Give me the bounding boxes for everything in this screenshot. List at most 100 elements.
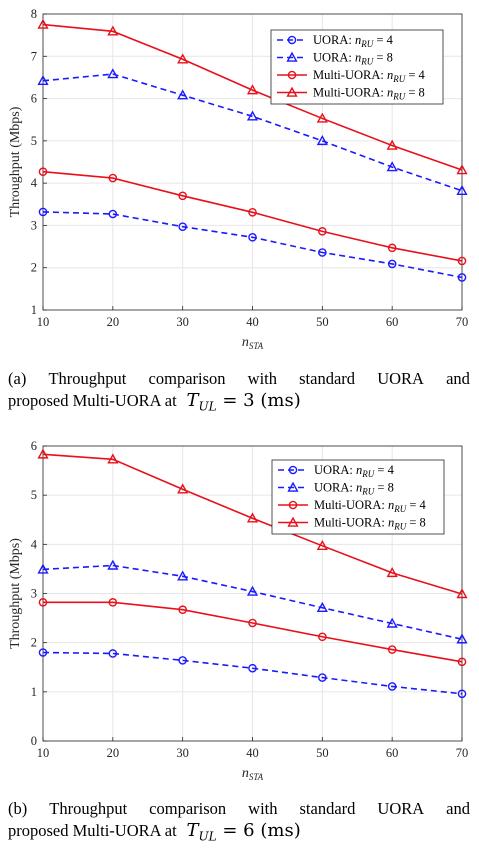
data-point-series-4: [316, 112, 328, 123]
y-tick-label: 4: [31, 537, 38, 551]
x-axis-label: nSTA: [242, 766, 264, 782]
data-point-series-3: [108, 598, 118, 607]
caption-a-sub: UL: [198, 399, 217, 414]
data-point-series-4: [177, 53, 189, 64]
data-point-series-2: [386, 617, 398, 628]
data-point-series-3: [248, 618, 257, 628]
caption-a-word-1: Throughput: [48, 369, 127, 388]
y-tick-label: 2: [31, 636, 37, 650]
caption-b-text: proposed Multi-UORA at: [8, 821, 177, 840]
data-point-series-2: [316, 601, 328, 612]
data-point-series-2: [107, 68, 119, 79]
legend-label-2: UORA: nRU = 8: [313, 51, 393, 67]
figure-panel-b: 10 20 30 40 50 60 70 0 1 2 3 4 5 6 nSTA Throughput (Mbp…: [0, 430, 479, 853]
data-point-series-4: [37, 18, 49, 29]
data-point-series-2: [177, 89, 189, 100]
legend-marker-2: [286, 51, 298, 62]
legend-marker-4: [287, 516, 299, 527]
y-tick-label: 7: [31, 49, 37, 63]
y-tick-label: 8: [31, 7, 37, 21]
x-tick-label: 20: [107, 746, 120, 760]
y-tick-label: 0: [31, 734, 37, 748]
series-line-4: [42, 453, 463, 595]
y-tick-label: 5: [31, 134, 37, 148]
data-point-series-3: [248, 208, 257, 217]
y-tick-label: 6: [31, 439, 37, 453]
x-tick-label: 40: [246, 315, 259, 329]
y-tick-label: 6: [31, 92, 37, 106]
legend-box: [270, 29, 444, 105]
data-point-series-2: [456, 184, 468, 195]
caption-b-word-2: comparison: [149, 799, 227, 818]
data-point-series-4: [107, 25, 119, 36]
caption-b-value: = 6: [216, 820, 255, 841]
y-axis-label: Throughput (Mbps): [8, 106, 23, 217]
chart-b: 10 20 30 40 50 60 70 0 1 2 3 4 5 6 nSTA Throughput (Mbp…: [8, 439, 468, 782]
legend-label-4: Multi-UORA: nRU = 8: [314, 516, 426, 532]
caption-b-unit: (ms): [260, 820, 301, 841]
data-point-series-2: [246, 110, 259, 121]
caption-a-text: proposed Multi-UORA at: [8, 391, 177, 410]
data-point-series-2: [246, 585, 259, 596]
data-point-series-1: [248, 663, 257, 673]
data-point-series-1: [38, 648, 48, 657]
y-tick-label: 1: [31, 685, 37, 699]
caption-b-word-3: with: [248, 799, 278, 818]
caption-a-word-2: comparison: [148, 369, 226, 388]
caption-b: (b) Throughput comparison with standard …: [8, 798, 470, 848]
y-tick-label: 4: [31, 176, 38, 190]
data-point-series-4: [316, 539, 328, 551]
caption-a-word-5: UORA: [377, 369, 424, 388]
data-point-series-3: [457, 657, 467, 667]
x-tick-label: 60: [386, 746, 399, 760]
data-point-series-1: [108, 649, 118, 658]
data-point-series-3: [108, 173, 118, 183]
x-tick-label: 30: [176, 315, 189, 329]
data-point-series-2: [386, 161, 398, 172]
caption-b-word-5: UORA: [377, 799, 425, 818]
x-tick-label: 30: [176, 746, 189, 760]
x-tick-label: 40: [246, 746, 259, 760]
x-tick-label: 70: [456, 315, 469, 329]
x-tick-label: 60: [386, 315, 399, 329]
data-point-series-3: [387, 243, 397, 253]
caption-b-label: (b): [8, 799, 28, 818]
data-point-series-3: [318, 632, 327, 642]
data-point-series-1: [248, 232, 257, 242]
data-point-series-1: [318, 673, 327, 682]
data-point-series-3: [38, 167, 48, 177]
data-point-series-3: [457, 256, 467, 266]
data-point-series-1: [108, 209, 118, 219]
data-point-series-2: [177, 570, 189, 581]
caption-a-unit: (ms): [260, 390, 301, 411]
data-point-series-1: [178, 222, 187, 231]
x-tick-label: 10: [37, 315, 50, 329]
data-point-series-4: [107, 453, 119, 464]
caption-a-word-4: standard: [299, 369, 356, 388]
data-point-series-4: [456, 164, 468, 175]
data-point-series-3: [387, 645, 397, 654]
legend-box: [271, 459, 445, 535]
data-point-series-4: [386, 567, 398, 578]
data-point-series-1: [457, 689, 467, 699]
caption-b-word-4: standard: [299, 799, 356, 818]
data-point-series-4: [456, 588, 468, 599]
legend-label-3: Multi-UORA: nRU = 4: [313, 68, 426, 84]
data-point-series-2: [37, 563, 49, 574]
y-tick-label: 3: [31, 587, 37, 601]
data-point-series-4: [386, 139, 398, 150]
legend-label-4: Multi-UORA: nRU = 8: [313, 86, 425, 102]
x-tick-label: 20: [107, 315, 120, 329]
series-line-2: [42, 73, 463, 192]
y-tick-label: 5: [31, 488, 37, 502]
x-tick-label: 50: [316, 315, 329, 329]
series-line-3: [43, 601, 463, 663]
y-tick-label: 2: [31, 261, 37, 275]
data-point-series-2: [316, 135, 328, 146]
caption-a-word-3: with: [247, 369, 277, 388]
caption-b-var: T: [186, 820, 199, 841]
legend-label-3: Multi-UORA: nRU = 4: [314, 498, 427, 514]
caption-b-word-1: Throughput: [49, 799, 128, 818]
x-axis-label: nSTA: [242, 335, 264, 351]
legend-marker-3: [287, 70, 297, 80]
